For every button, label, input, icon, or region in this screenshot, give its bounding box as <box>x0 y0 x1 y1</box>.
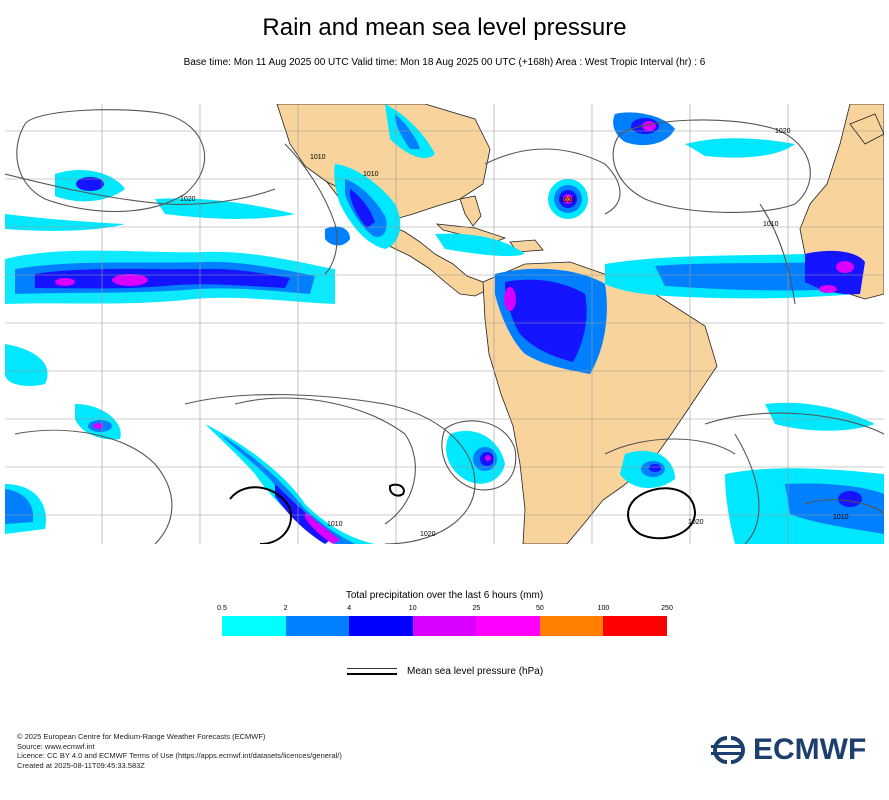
legend-title: Total precipitation over the last 6 hour… <box>345 590 544 601</box>
isobar-south-atlantic-1 <box>604 438 736 455</box>
forecast-map[interactable]: 1010 1020 1020 1020 1010 1010 1010 1020 … <box>5 104 884 544</box>
isobars-bold <box>229 483 697 544</box>
isobar-north-pacific-high <box>16 109 206 212</box>
isobar-atlantic-high <box>612 119 811 214</box>
isobar-south-atlantic-3 <box>734 433 760 544</box>
isobar-label: 1010 <box>327 521 343 528</box>
isobar-south-pacific-3 <box>14 429 173 544</box>
legend-swatch <box>222 616 286 636</box>
isobar-1010-north <box>284 143 338 275</box>
mslp-legend: Mean sea level pressure (hPa) <box>347 664 567 684</box>
isobar-south-atlantic-2 <box>704 412 884 435</box>
isobar-bold-small <box>388 483 405 497</box>
isobar-label: 1010 <box>763 221 779 228</box>
legend-tick: 2 <box>283 605 288 612</box>
florida-land <box>459 195 482 227</box>
source-line: Source: www.ecmwf.int <box>17 741 95 751</box>
legend-colorbar <box>222 616 668 636</box>
isobar-label: 1010 <box>310 154 326 161</box>
isobar-label: 1020 <box>180 196 196 203</box>
ecmwf-logo[interactable]: ECMWF <box>707 732 877 768</box>
isobar-label: 1020 <box>420 531 436 538</box>
isobar-south-pacific-2 <box>234 397 416 525</box>
isobars <box>5 109 884 544</box>
legend-swatch <box>539 616 604 636</box>
isobar-label: 1010 <box>363 171 379 178</box>
licence-line: Licence: CC BY 4.0 and ECMWF Terms of Us… <box>17 751 342 760</box>
isobar-bold-pacific <box>229 486 292 544</box>
greenland-corner-land <box>849 113 884 145</box>
chart-subtitle: Base time: Mon 11 Aug 2025 00 UTC Valid … <box>183 57 706 68</box>
graticule <box>5 104 884 544</box>
legend-tick: 0.5 <box>217 605 227 612</box>
isobar-1010-africa <box>759 203 796 305</box>
legend-tick: 50 <box>535 605 544 612</box>
isobar-label: 1010 <box>833 514 849 521</box>
isobar-south-pacific-1 <box>184 393 476 544</box>
isobar-1020-atlantic <box>484 148 621 215</box>
isobar-bold-atlantic <box>627 487 697 540</box>
mslp-legend-label: Mean sea level pressure (hPa) <box>407 666 544 677</box>
isobar-label: 1020 <box>560 197 576 204</box>
legend-tick: 10 <box>408 605 417 612</box>
legend-swatch <box>603 616 668 636</box>
legend-tick: 250 <box>661 605 673 612</box>
footer-credits: © 2025 European Centre for Medium-Range … <box>17 732 342 770</box>
mslp-legend-lines <box>347 668 397 675</box>
copyright-line: © 2025 European Centre for Medium-Range … <box>17 732 266 741</box>
legend-swatch <box>285 616 350 636</box>
legend-swatch <box>412 616 477 636</box>
created-line: Created at 2025-08-11T09:45:33.583Z <box>17 760 145 770</box>
ecmwf-logo-icon <box>711 736 745 764</box>
legend-tick: 25 <box>472 605 481 612</box>
chart-title: Rain and mean sea level pressure <box>262 14 627 41</box>
isobar-1020-north-pacific <box>5 173 276 205</box>
isobar-label: 1020 <box>688 519 704 526</box>
legend-ticks: 0.5 2 4 10 25 50 100 250 <box>217 605 673 615</box>
isobar-chile-low <box>441 420 517 491</box>
isobar-south-right <box>804 499 884 515</box>
precipitation-layer <box>5 104 884 544</box>
isobar-label: 1020 <box>775 128 791 135</box>
legend-swatch <box>349 616 413 636</box>
ecmwf-logo-text: ECMWF <box>753 733 867 766</box>
isobar-labels: 1010 1020 1020 1020 1010 1010 1010 1020 … <box>180 128 849 538</box>
legend-tick: 100 <box>597 605 610 612</box>
legend-tick: 4 <box>347 605 352 612</box>
legend-swatch <box>476 616 540 636</box>
